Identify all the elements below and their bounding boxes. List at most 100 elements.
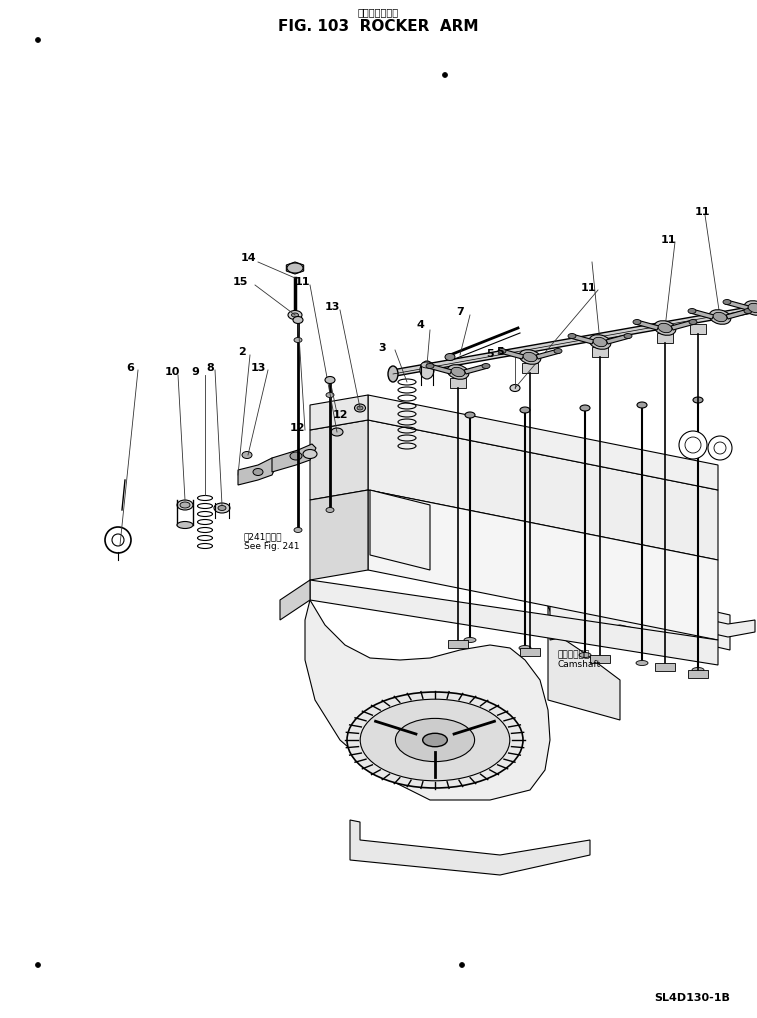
Text: 2: 2 [238,347,246,357]
Polygon shape [500,349,524,359]
Ellipse shape [354,404,366,412]
Ellipse shape [554,348,562,353]
Text: カムシャフト
Camshaft: カムシャフト Camshaft [558,651,601,670]
Ellipse shape [633,320,641,325]
Polygon shape [286,262,304,274]
Ellipse shape [395,719,475,761]
Ellipse shape [214,503,230,513]
Ellipse shape [293,317,303,324]
Circle shape [36,38,41,43]
Ellipse shape [325,377,335,384]
Circle shape [679,431,707,459]
Ellipse shape [523,352,537,361]
Ellipse shape [744,308,752,314]
Ellipse shape [464,637,476,642]
Text: 11: 11 [660,235,676,245]
Ellipse shape [177,521,193,528]
Polygon shape [548,600,620,720]
Circle shape [708,436,732,460]
Circle shape [36,962,41,967]
Text: 14: 14 [240,253,256,263]
Ellipse shape [288,310,302,320]
Ellipse shape [519,350,540,364]
Ellipse shape [177,500,193,510]
Polygon shape [350,821,590,875]
Text: 8: 8 [206,363,214,373]
Text: SL4D130-1B: SL4D130-1B [654,993,730,1003]
Ellipse shape [520,407,530,413]
Ellipse shape [636,661,648,666]
Text: 15: 15 [232,277,248,287]
Polygon shape [310,490,368,580]
Text: 9: 9 [191,367,199,377]
Ellipse shape [422,733,447,747]
Ellipse shape [218,506,226,510]
Ellipse shape [357,406,363,410]
Ellipse shape [688,308,696,314]
Ellipse shape [723,299,731,304]
Polygon shape [655,663,675,671]
Text: 6: 6 [126,363,134,373]
Polygon shape [635,320,659,330]
Circle shape [105,527,131,553]
Text: 3: 3 [378,343,386,353]
Ellipse shape [744,300,757,316]
Polygon shape [310,420,368,500]
Polygon shape [690,324,706,334]
Ellipse shape [180,502,190,508]
Ellipse shape [426,363,434,369]
Polygon shape [725,300,749,310]
Ellipse shape [580,405,590,411]
Ellipse shape [579,653,591,658]
Circle shape [459,962,465,967]
Text: 11: 11 [694,207,710,217]
Ellipse shape [692,668,704,673]
Polygon shape [726,309,750,319]
Ellipse shape [253,468,263,475]
Ellipse shape [709,309,731,325]
Ellipse shape [294,338,302,342]
Polygon shape [368,420,718,560]
Polygon shape [370,490,430,570]
Circle shape [685,437,701,453]
Ellipse shape [294,527,302,532]
Ellipse shape [465,412,475,418]
Polygon shape [428,364,452,374]
Ellipse shape [242,452,252,458]
Ellipse shape [637,402,647,408]
Polygon shape [536,349,560,359]
Polygon shape [450,378,466,388]
Polygon shape [550,590,730,651]
Polygon shape [520,648,540,656]
Ellipse shape [482,363,490,369]
Ellipse shape [624,334,632,339]
Polygon shape [688,670,708,678]
Text: 7: 7 [456,307,464,317]
Ellipse shape [291,313,298,317]
Ellipse shape [347,692,523,788]
Polygon shape [280,580,310,620]
Ellipse shape [519,645,531,651]
Ellipse shape [360,699,509,781]
Ellipse shape [713,313,727,322]
Circle shape [112,534,124,546]
Polygon shape [238,458,278,485]
Text: 11: 11 [581,283,596,293]
Ellipse shape [420,361,434,379]
Ellipse shape [447,364,469,380]
Polygon shape [690,309,714,319]
Text: FIG. 103  ROCKER  ARM: FIG. 103 ROCKER ARM [278,18,478,34]
Ellipse shape [568,334,576,339]
Ellipse shape [498,348,506,353]
Ellipse shape [388,366,398,382]
Text: ロッカーアーム: ロッカーアーム [357,7,399,17]
Polygon shape [570,334,594,344]
Polygon shape [368,395,718,490]
Text: 13: 13 [251,363,266,373]
Ellipse shape [421,362,433,367]
Ellipse shape [326,508,334,512]
Ellipse shape [451,367,465,377]
Polygon shape [671,320,695,330]
Text: 4: 4 [416,320,424,330]
Polygon shape [592,347,608,357]
